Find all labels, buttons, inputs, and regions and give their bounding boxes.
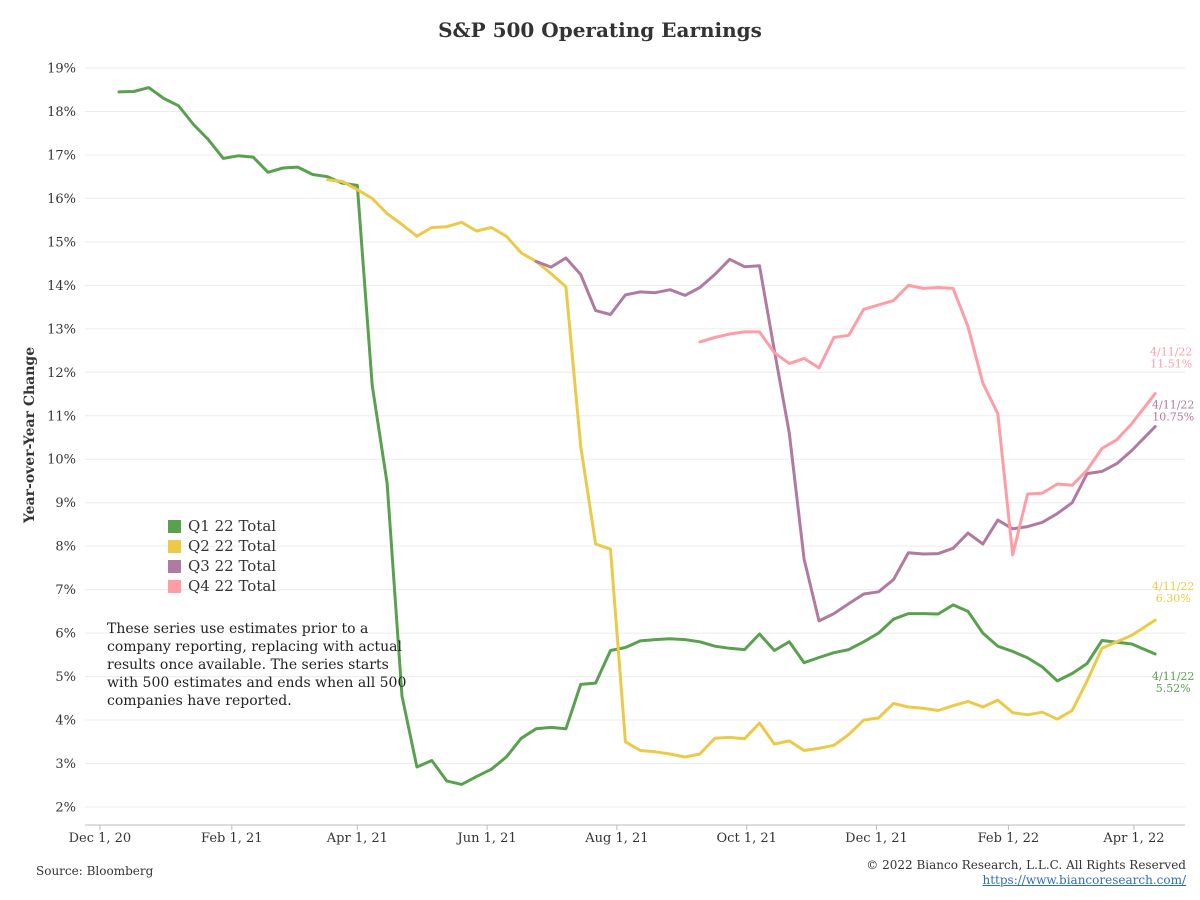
y-tick-label: 4% <box>55 714 76 729</box>
legend-item-q3[interactable]: Q3 22 Total <box>168 556 276 576</box>
series-line-q2 <box>326 178 1157 759</box>
end-label-date-q1: 4/11/22 <box>1152 670 1194 683</box>
legend-label-q4: Q4 22 Total <box>188 577 277 595</box>
x-tick-label: Dec 1, 20 <box>69 831 132 846</box>
legend-swatch-q3 <box>168 559 181 573</box>
y-tick-label: 5% <box>55 670 76 685</box>
x-tick-label: Aug 1, 21 <box>584 831 648 846</box>
x-tick-label: Apr 1, 22 <box>1102 831 1164 846</box>
y-tick-label: 14% <box>47 279 76 294</box>
end-labels: 4/11/225.52%4/11/226.30%4/11/2210.75%4/1… <box>1150 346 1194 695</box>
x-tick-label: Jun 1, 21 <box>456 831 517 846</box>
methodology-note: These series use estimates prior to a co… <box>107 621 407 709</box>
y-tick-label: 12% <box>47 366 76 381</box>
end-label-value-q2: 6.30% <box>1156 592 1191 605</box>
end-label-date-q2: 4/11/22 <box>1152 580 1194 593</box>
end-label-value-q3: 10.75% <box>1152 411 1194 424</box>
x-tick-label: Dec 1, 21 <box>845 831 908 846</box>
chart-title: S&P 500 Operating Earnings <box>438 18 762 42</box>
series-lines <box>117 86 1157 786</box>
legend-swatch-q1 <box>168 519 181 533</box>
y-tick-label: 15% <box>47 235 76 250</box>
legend-label-q1: Q1 22 Total <box>188 517 277 535</box>
legend-item-q1[interactable]: Q1 22 Total <box>168 516 276 536</box>
legend-label-q3: Q3 22 Total <box>188 557 277 575</box>
copyright-text: © 2022 Bianco Research, L.L.C. All Right… <box>866 858 1186 872</box>
x-tick-label: Apr 1, 21 <box>326 831 388 846</box>
y-axis-title: Year-over-Year Change <box>22 347 38 524</box>
end-label-value-q1: 5.52% <box>1156 682 1191 695</box>
end-label-value-q4: 11.51% <box>1150 358 1192 371</box>
legend-item-q4[interactable]: Q4 22 Total <box>168 576 276 596</box>
source-text: Source: Bloomberg <box>36 864 154 878</box>
y-tick-label: 9% <box>55 496 76 511</box>
x-tick-label: Feb 1, 22 <box>978 831 1040 846</box>
y-tick-label: 11% <box>47 409 76 424</box>
website-link[interactable]: https://www.biancoresearch.com/ <box>982 873 1186 887</box>
x-tick-label: Feb 1, 21 <box>201 831 263 846</box>
y-tick-label: 17% <box>47 148 76 163</box>
x-tick-label: Oct 1, 21 <box>717 831 777 846</box>
legend: Q1 22 Total Q2 22 Total Q3 22 Total Q4 2… <box>168 516 276 596</box>
y-tick-label: 3% <box>55 757 76 772</box>
axes: 2% 3% 4% 5% 6% 7% 8% 9% 10% 11% 12% 13% 14% 15% 16% 17%… <box>22 62 1185 846</box>
y-tick-label: 18% <box>47 105 76 120</box>
series-line-q3 <box>534 256 1157 623</box>
y-tick-label: 6% <box>55 627 76 642</box>
legend-swatch-q4 <box>168 579 181 593</box>
legend-label-q2: Q2 22 Total <box>188 537 277 555</box>
y-tick-label: 8% <box>55 540 76 555</box>
series-line-q4 <box>698 283 1157 557</box>
end-label-date-q4: 4/11/22 <box>1150 346 1192 359</box>
y-tick-label: 13% <box>47 322 76 337</box>
series-line-q1 <box>117 86 1157 786</box>
gridlines <box>85 67 1185 808</box>
legend-swatch-q2 <box>168 539 181 553</box>
y-tick-label: 10% <box>47 453 76 468</box>
legend-item-q2[interactable]: Q2 22 Total <box>168 536 276 556</box>
y-tick-label: 19% <box>47 62 76 77</box>
y-tick-label: 2% <box>55 801 76 816</box>
y-tick-label: 16% <box>47 192 76 207</box>
end-label-date-q3: 4/11/22 <box>1152 399 1194 412</box>
y-tick-label: 7% <box>55 583 76 598</box>
